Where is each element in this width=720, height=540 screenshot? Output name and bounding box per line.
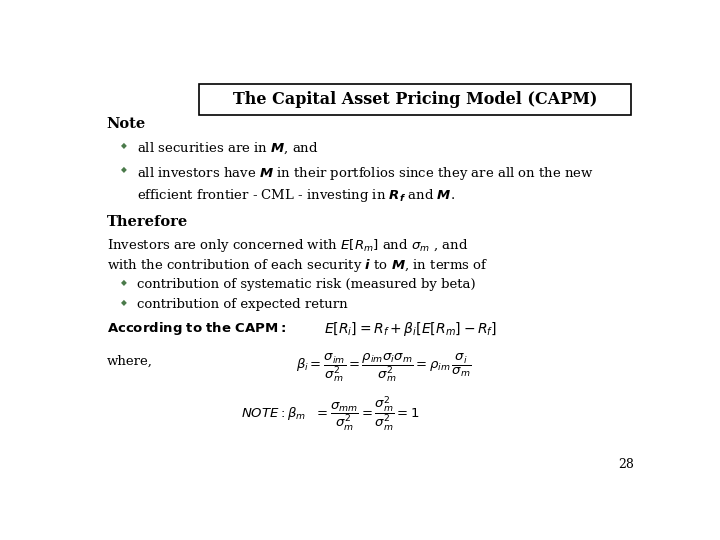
Text: all investors have $\bfit{M}$ in their portfolios since they are all on the new: all investors have $\bfit{M}$ in their p…: [138, 165, 594, 182]
Text: ◆: ◆: [121, 141, 127, 150]
Text: $E[R_i] = R_f + \beta_i \left[E[R_m] - R_f\right]$: $E[R_i] = R_f + \beta_i \left[E[R_m] - R…: [324, 320, 498, 338]
Text: Therefore: Therefore: [107, 215, 188, 229]
Text: with the contribution of each security $\bfit{i}$ to $\bfit{M}$, in terms of: with the contribution of each security $…: [107, 258, 488, 274]
Text: where,: where,: [107, 355, 153, 368]
Text: $\beta_i = \dfrac{\sigma_{im}}{\sigma_m^2} = \dfrac{\rho_{im}\sigma_i\sigma_m}{\: $\beta_i = \dfrac{\sigma_{im}}{\sigma_m^…: [297, 351, 472, 384]
Text: contribution of systematic risk (measured by beta): contribution of systematic risk (measure…: [138, 278, 476, 291]
Text: $\mathbf{According\ to\ the\ CAPM:}$: $\mathbf{According\ to\ the\ CAPM:}$: [107, 320, 286, 336]
Text: Note: Note: [107, 117, 146, 131]
Text: 28: 28: [618, 458, 634, 471]
Text: Investors are only concerned with $E[R_m]$ and $\sigma_m$ , and: Investors are only concerned with $E[R_m…: [107, 237, 468, 253]
Text: ◆: ◆: [121, 298, 127, 307]
Text: The Capital Asset Pricing Model (CAPM): The Capital Asset Pricing Model (CAPM): [233, 91, 597, 107]
Text: ◆: ◆: [121, 278, 127, 287]
Text: $\mathit{NOTE}: \beta_m\ \ = \dfrac{\sigma_{mm}}{\sigma_m^2} = \dfrac{\sigma_m^2: $\mathit{NOTE}: \beta_m\ \ = \dfrac{\sig…: [240, 395, 420, 434]
Text: contribution of expected return: contribution of expected return: [138, 298, 348, 311]
Text: all securities are in $\bfit{M}$, and: all securities are in $\bfit{M}$, and: [138, 141, 319, 157]
Text: efficient frontier - CML - investing in $\bfit{R_f}$ and $\bfit{M}$.: efficient frontier - CML - investing in …: [138, 187, 456, 204]
Text: ◆: ◆: [121, 165, 127, 174]
FancyBboxPatch shape: [199, 84, 631, 114]
